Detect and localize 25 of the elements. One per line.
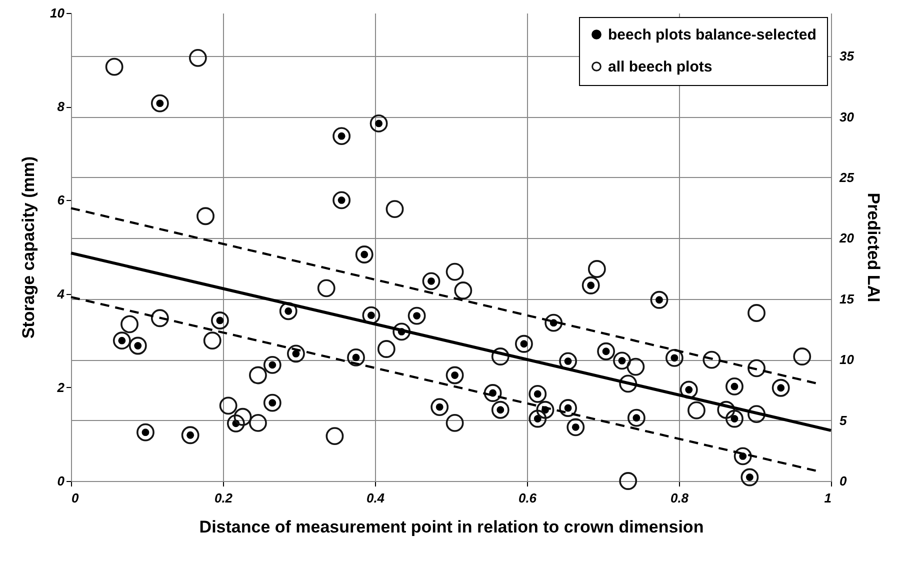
x-tick-label: 0.6: [518, 490, 538, 506]
x-axis-title: Distance of measurement point in relation to crown dimension: [199, 518, 704, 536]
y2-tick-label: 10: [840, 352, 855, 368]
y2-tick-label: 0: [840, 474, 848, 488]
y2-tick-label: 30: [840, 109, 855, 124]
y2-tick-label: 25: [838, 170, 855, 185]
y2-tick-label: 20: [838, 230, 855, 246]
y2-tick-label: 5: [840, 412, 848, 428]
legend-label: all beech plots: [608, 58, 712, 76]
y-tick-label: 6: [57, 192, 66, 208]
y-tick-label: 0: [57, 474, 66, 488]
y2-axis-title: Predicted LAI: [864, 192, 883, 302]
y-tick-label: 4: [56, 286, 66, 302]
x-tick-label: 0.4: [366, 490, 386, 506]
x-tick-label: 0.2: [214, 490, 234, 506]
y2-tick-label: 35: [840, 48, 855, 64]
y2-tick-label: 15: [840, 291, 855, 306]
x-tick-label: 0: [72, 490, 80, 506]
x-tick-label: 1: [824, 490, 832, 506]
y-tick-label: 10: [50, 6, 66, 20]
x-tick-label: 0.8: [670, 490, 690, 506]
y-tick-label: 8: [57, 99, 66, 114]
legend-label: beech plots balance-selected: [608, 26, 816, 44]
y-axis-title: Storage capacity (mm): [19, 156, 38, 339]
y-tick-label: 2: [56, 380, 66, 395]
